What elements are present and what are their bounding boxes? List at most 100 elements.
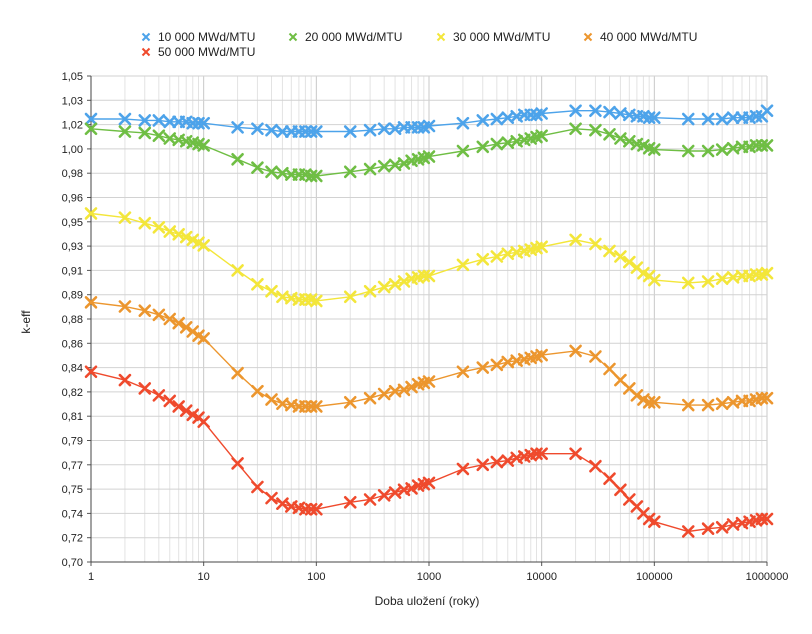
- data-point: [715, 397, 729, 411]
- data-point: [701, 112, 715, 126]
- y-tick-label: 0,77: [62, 460, 83, 472]
- y-tick-label: 0,84: [62, 363, 83, 375]
- data-point: [681, 398, 695, 412]
- data-point: [490, 455, 504, 469]
- y-tick-label: 0,70: [62, 557, 83, 569]
- legend-item: 20 000 MWd/MTU: [288, 30, 402, 44]
- axes: 0,70 0,72 0,74 0,75 0,77 0,79 0,81 0,82 0,84 0,86…: [62, 71, 789, 583]
- data-point: [476, 114, 490, 127]
- legend-label: 10 000 MWd/MTU: [158, 30, 255, 44]
- data-point: [251, 384, 264, 398]
- data-point: [84, 112, 98, 126]
- data-point: [623, 134, 636, 148]
- data-point: [276, 125, 289, 138]
- data-point: [186, 233, 200, 247]
- data-point: [265, 123, 278, 137]
- data-point: [422, 269, 436, 283]
- data-point: [760, 512, 774, 526]
- data-point: [118, 211, 132, 224]
- y-tick-label: 1,02: [62, 120, 83, 132]
- data-point: [535, 348, 548, 362]
- data-point: [172, 227, 185, 241]
- data-point: [197, 332, 210, 345]
- y-tick-label: 1,05: [62, 71, 83, 83]
- data-point: [648, 515, 661, 529]
- data-point: [422, 119, 436, 133]
- data-point: [422, 375, 436, 388]
- data-point: [377, 122, 391, 136]
- y-tick-label: 1,00: [62, 144, 83, 156]
- data-point: [589, 459, 602, 473]
- series-5: [84, 365, 774, 538]
- data-point: [179, 321, 193, 334]
- data-point: [715, 112, 729, 126]
- data-point: [118, 125, 132, 138]
- data-point: [251, 161, 264, 174]
- legend-label: 50 000 MWd/MTU: [158, 45, 255, 59]
- y-tick-label: 0,81: [62, 411, 83, 423]
- data-point: [476, 252, 490, 266]
- y-tick-label: 0,86: [62, 338, 83, 350]
- data-point: [681, 144, 695, 158]
- data-point: [118, 373, 132, 387]
- data-point: [310, 502, 323, 516]
- x-tick-label: 1000000: [746, 571, 789, 583]
- data-point: [343, 165, 357, 179]
- data-point: [377, 489, 391, 502]
- data-point: [84, 122, 98, 136]
- y-tick-label: 0,88: [62, 314, 83, 326]
- data-point: [456, 365, 470, 379]
- y-tick-label: 0,91: [62, 265, 83, 277]
- data-point: [456, 258, 470, 272]
- data-point: [456, 144, 470, 158]
- data-point: [265, 165, 278, 179]
- grid: [90, 75, 768, 563]
- data-point: [648, 396, 661, 409]
- data-point: [118, 112, 132, 126]
- data-point: [614, 483, 627, 497]
- data-point: [310, 294, 323, 308]
- data-point: [760, 139, 774, 152]
- x-tick-label: 100000: [636, 571, 673, 583]
- data-point: [490, 358, 504, 372]
- legend: 10 000 MWd/MTU 20 000 MWd/MTU 30 000 MWd/M…: [141, 30, 697, 59]
- data-point: [623, 255, 636, 269]
- legend-marker-icon: [436, 32, 446, 42]
- data-point: [715, 520, 729, 534]
- legend-item: 10 000 MWd/MTU: [141, 30, 255, 44]
- series-3: [84, 207, 774, 308]
- data-point: [363, 123, 377, 137]
- data-point: [589, 104, 602, 118]
- data-point: [726, 111, 740, 124]
- data-point: [231, 153, 244, 166]
- data-point: [152, 114, 166, 127]
- data-point: [265, 284, 278, 298]
- data-point: [197, 415, 210, 429]
- data-point: [343, 396, 357, 409]
- data-point: [310, 400, 323, 413]
- data-point: [265, 491, 278, 505]
- data-point: [231, 121, 244, 134]
- y-tick-label: 0,95: [62, 217, 83, 229]
- y-tick-label: 0,89: [62, 290, 83, 302]
- data-point: [589, 237, 602, 251]
- data-point: [476, 458, 490, 472]
- data-point: [603, 472, 616, 485]
- data-point: [589, 123, 602, 137]
- data-point: [310, 125, 323, 138]
- data-point: [648, 273, 661, 287]
- x-tick-label: 1: [88, 571, 94, 583]
- data-point: [422, 476, 436, 490]
- data-point: [265, 393, 278, 406]
- data-point: [172, 400, 185, 413]
- data-point: [363, 284, 377, 298]
- data-point: [197, 239, 210, 252]
- series-1: [84, 104, 774, 138]
- series-group: [84, 104, 774, 538]
- series-2: [84, 122, 774, 183]
- data-point: [363, 391, 377, 405]
- legend-item: 50 000 MWd/MTU: [141, 45, 255, 59]
- data-point: [490, 112, 504, 126]
- data-point: [251, 277, 264, 291]
